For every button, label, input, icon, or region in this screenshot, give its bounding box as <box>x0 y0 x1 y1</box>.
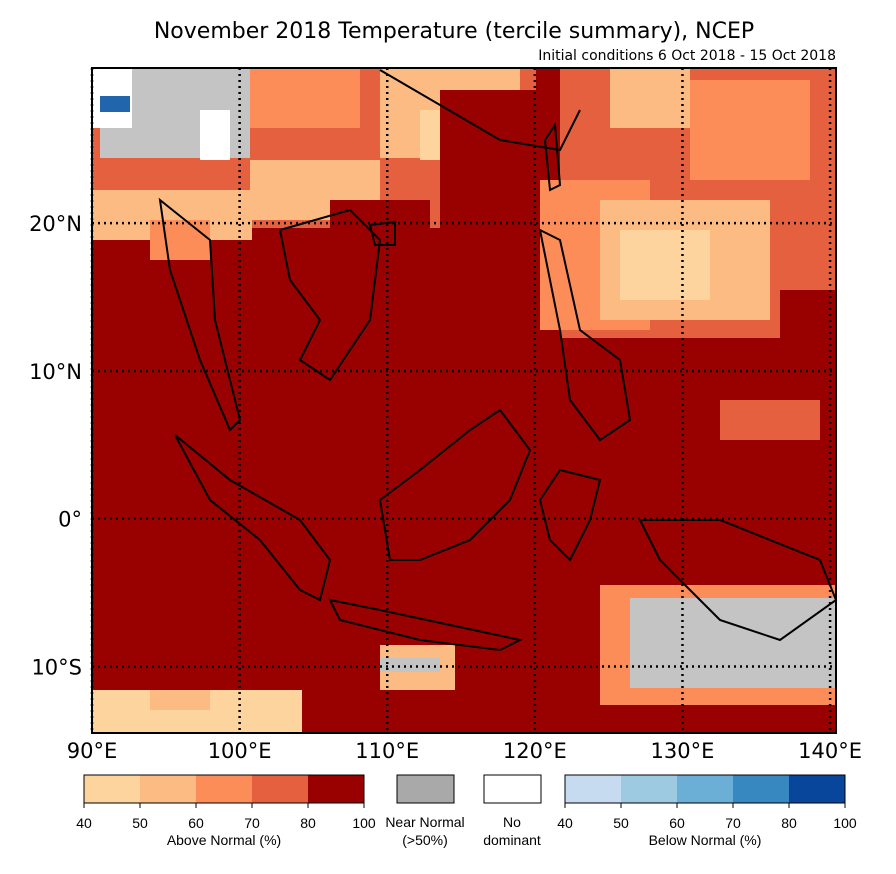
map-frame <box>91 67 837 734</box>
lat-label: 10°S <box>31 656 82 680</box>
legend-swatch <box>196 775 252 803</box>
legend-swatch <box>140 775 196 803</box>
legend-tick-label: 60 <box>669 815 685 831</box>
legend-tick-label: 50 <box>132 815 148 831</box>
map-title: November 2018 Temperature (tercile summa… <box>154 19 754 44</box>
legend-swatch <box>733 775 789 803</box>
legend-label: dominant <box>483 832 541 848</box>
legend-frame <box>564 774 846 804</box>
legend-swatch <box>565 775 621 803</box>
legend-tick-label: 100 <box>833 815 857 831</box>
legend-frame <box>83 774 365 804</box>
lon-label: 110°E <box>355 739 419 763</box>
legend-tick-label: 80 <box>300 815 316 831</box>
legend-tick-label: 40 <box>557 815 573 831</box>
lon-label: 140°E <box>798 739 862 763</box>
legend-tick-label: 40 <box>76 815 92 831</box>
lon-label: 100°E <box>208 739 272 763</box>
legend-tick-label: 70 <box>244 815 260 831</box>
legend-label: (>50%) <box>402 832 448 848</box>
legend-swatch <box>308 775 364 803</box>
legend-swatch <box>789 775 845 803</box>
legend-tick-label: 60 <box>188 815 204 831</box>
legend-tick-label: 100 <box>352 815 376 831</box>
lat-label: 20°N <box>29 212 82 236</box>
legend-label: Near Normal <box>385 814 464 830</box>
legend-tick-label: 50 <box>613 815 629 831</box>
legend-swatch <box>483 774 542 804</box>
legend-swatch <box>621 775 677 803</box>
legend-label: Above Normal (%) <box>167 832 281 848</box>
legend-label: Below Normal (%) <box>649 832 762 848</box>
lat-label: 0° <box>58 508 82 532</box>
legend-swatch <box>252 775 308 803</box>
legend-swatch <box>84 775 140 803</box>
legend-tick-label: 70 <box>725 815 741 831</box>
lon-label: 130°E <box>651 739 715 763</box>
lat-label: 10°N <box>29 360 82 384</box>
legend-swatch <box>396 774 455 804</box>
map-field <box>92 68 838 733</box>
legend-tick-label: 80 <box>781 815 797 831</box>
lon-label: 90°E <box>67 739 118 763</box>
lon-label: 120°E <box>503 739 567 763</box>
legend-swatch <box>677 775 733 803</box>
legend-label: No <box>503 814 521 830</box>
map-subtitle: Initial conditions 6 Oct 2018 - 15 Oct 2… <box>538 48 836 64</box>
